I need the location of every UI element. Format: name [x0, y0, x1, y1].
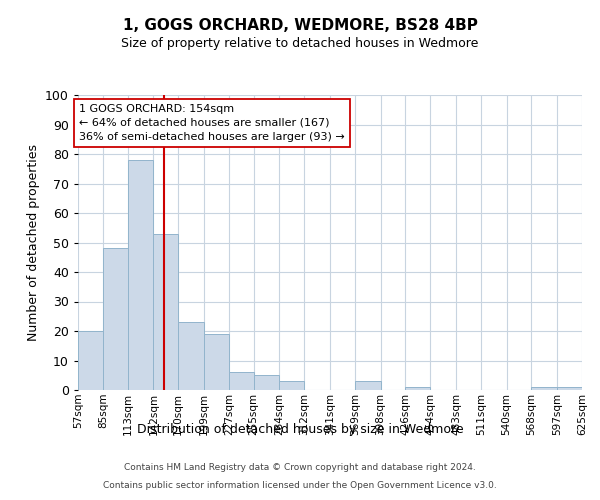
Text: 1 GOGS ORCHARD: 154sqm
← 64% of detached houses are smaller (167)
36% of semi-de: 1 GOGS ORCHARD: 154sqm ← 64% of detached… — [79, 104, 344, 142]
Bar — [355, 381, 380, 390]
Y-axis label: Number of detached properties: Number of detached properties — [26, 144, 40, 341]
Text: Contains HM Land Registry data © Crown copyright and database right 2024.: Contains HM Land Registry data © Crown c… — [124, 464, 476, 472]
Bar — [229, 372, 254, 390]
Bar — [178, 322, 204, 390]
Bar — [280, 381, 304, 390]
Bar — [204, 334, 229, 390]
Bar — [154, 234, 178, 390]
Text: Size of property relative to detached houses in Wedmore: Size of property relative to detached ho… — [121, 37, 479, 50]
Text: Contains public sector information licensed under the Open Government Licence v3: Contains public sector information licen… — [103, 481, 497, 490]
Bar — [557, 387, 582, 390]
Bar — [532, 387, 557, 390]
Bar — [406, 387, 430, 390]
Text: Distribution of detached houses by size in Wedmore: Distribution of detached houses by size … — [137, 422, 463, 436]
Bar — [103, 248, 128, 390]
Bar — [254, 375, 280, 390]
Text: 1, GOGS ORCHARD, WEDMORE, BS28 4BP: 1, GOGS ORCHARD, WEDMORE, BS28 4BP — [122, 18, 478, 32]
Bar — [78, 331, 103, 390]
Bar — [128, 160, 154, 390]
